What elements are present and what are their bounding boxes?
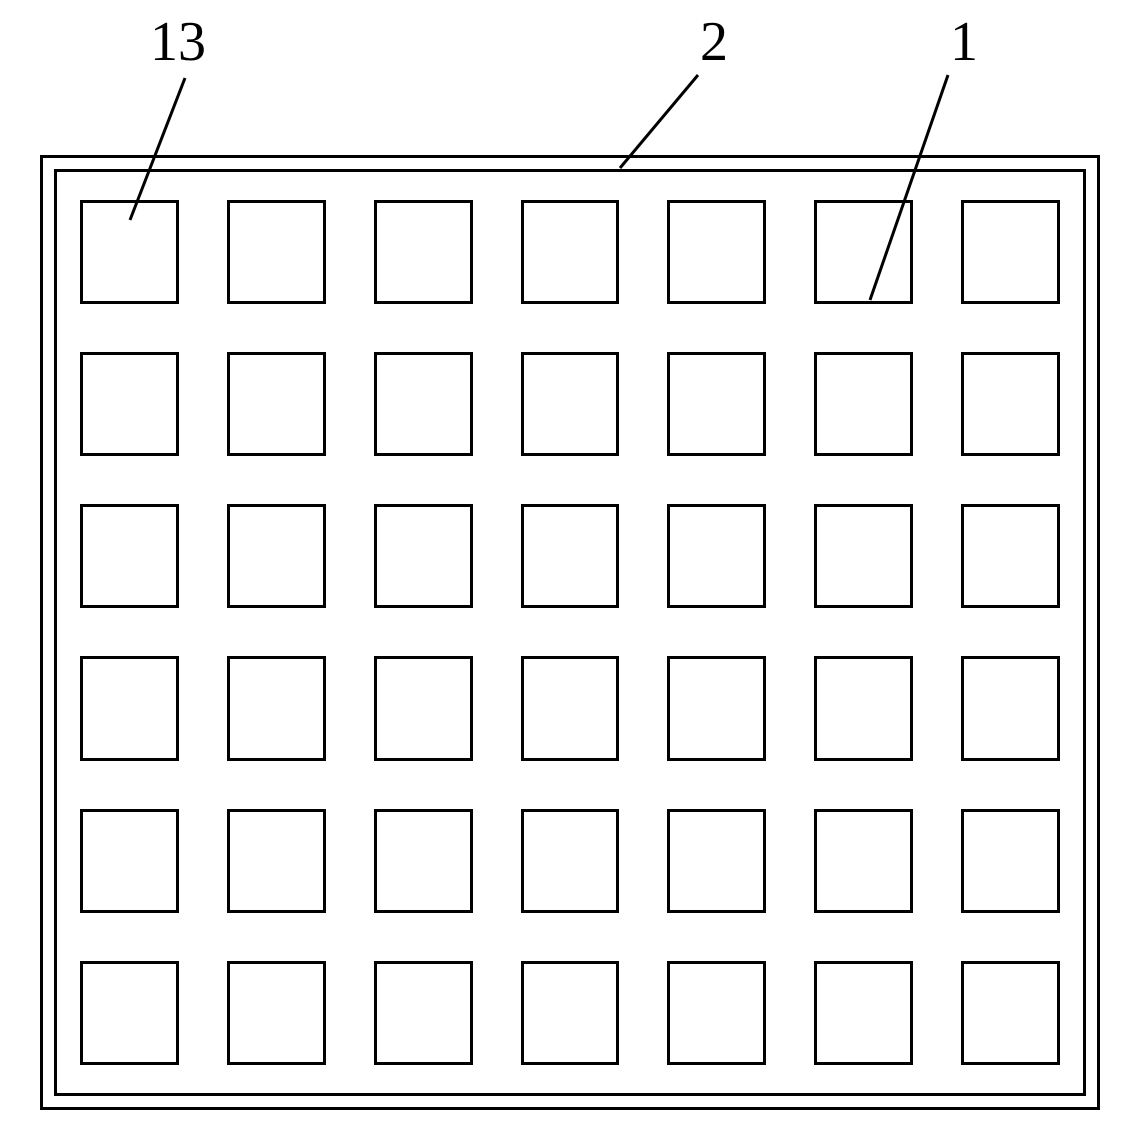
grid-cell bbox=[814, 352, 913, 456]
grid-cell bbox=[374, 504, 473, 608]
grid-cell bbox=[814, 200, 913, 304]
grid-cell bbox=[521, 809, 620, 913]
diagram-container bbox=[40, 155, 1100, 1110]
grid-cell bbox=[374, 961, 473, 1065]
grid-cell bbox=[80, 200, 179, 304]
grid-cell bbox=[814, 809, 913, 913]
grid-cell bbox=[374, 809, 473, 913]
grid-cell bbox=[227, 504, 326, 608]
grid-cell bbox=[80, 961, 179, 1065]
grid-cell bbox=[814, 961, 913, 1065]
grid-cell bbox=[667, 352, 766, 456]
grid-cell bbox=[667, 504, 766, 608]
grid-cell bbox=[80, 504, 179, 608]
grid-cell bbox=[227, 200, 326, 304]
label-1: 1 bbox=[950, 10, 978, 74]
grid-cell bbox=[374, 200, 473, 304]
grid-cell bbox=[227, 809, 326, 913]
grid-cell bbox=[961, 352, 1060, 456]
grid bbox=[80, 200, 1060, 1065]
grid-cell bbox=[521, 352, 620, 456]
grid-cell bbox=[961, 809, 1060, 913]
label-13: 13 bbox=[150, 10, 206, 74]
grid-cell bbox=[667, 200, 766, 304]
grid-cell bbox=[227, 656, 326, 760]
grid-cell bbox=[961, 656, 1060, 760]
grid-cell bbox=[521, 504, 620, 608]
grid-cell bbox=[80, 352, 179, 456]
grid-cell bbox=[80, 656, 179, 760]
grid-cell bbox=[814, 504, 913, 608]
grid-cell bbox=[227, 961, 326, 1065]
grid-cell bbox=[80, 809, 179, 913]
grid-cell bbox=[814, 656, 913, 760]
grid-cell bbox=[227, 352, 326, 456]
grid-cell bbox=[961, 961, 1060, 1065]
grid-cell bbox=[521, 961, 620, 1065]
grid-cell bbox=[521, 656, 620, 760]
grid-cell bbox=[667, 656, 766, 760]
grid-cell bbox=[667, 809, 766, 913]
label-2: 2 bbox=[700, 10, 728, 74]
grid-cell bbox=[374, 656, 473, 760]
grid-cell bbox=[374, 352, 473, 456]
grid-cell bbox=[961, 504, 1060, 608]
grid-cell bbox=[961, 200, 1060, 304]
grid-cell bbox=[521, 200, 620, 304]
grid-cell bbox=[667, 961, 766, 1065]
